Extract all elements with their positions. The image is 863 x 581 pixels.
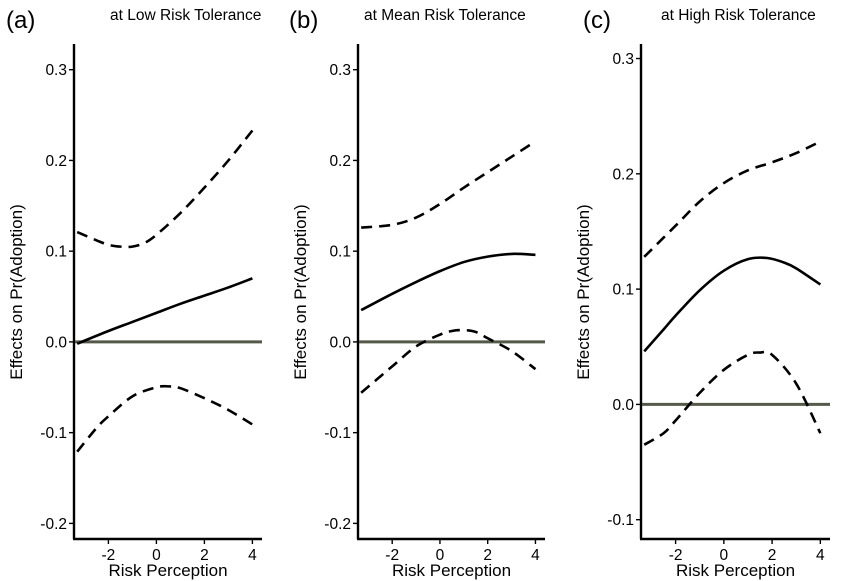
x-axis-title: Risk Perception bbox=[392, 561, 511, 580]
panel-title: at Mean Risk Tolerance bbox=[364, 7, 526, 24]
x-axis-title: Risk Perception bbox=[676, 561, 795, 580]
series-lower-line bbox=[360, 328, 537, 394]
panel-label: (b) bbox=[289, 7, 318, 34]
y-tick-label: -0.1 bbox=[324, 425, 351, 442]
y-axis-title: Effects on Pr(Adoption) bbox=[7, 204, 26, 379]
x-tick-label: 0 bbox=[152, 547, 161, 564]
y-tick-label: 0.3 bbox=[329, 62, 351, 79]
panel-label: (c) bbox=[583, 7, 611, 34]
x-tick-label: 2 bbox=[768, 547, 777, 564]
series-lower-line bbox=[76, 384, 254, 453]
panel-label: (a) bbox=[6, 7, 35, 34]
y-tick-label: 0.3 bbox=[612, 51, 634, 68]
x-axis-title: Risk Perception bbox=[108, 561, 227, 580]
y-tick-label: 0.0 bbox=[612, 397, 634, 414]
x-tick-label: -2 bbox=[669, 547, 683, 564]
x-tick-label: -2 bbox=[385, 547, 399, 564]
y-axis-title: Effects on Pr(Adoption) bbox=[574, 204, 593, 379]
panel-title: at High Risk Tolerance bbox=[661, 7, 816, 24]
y-tick-label: -0.2 bbox=[324, 516, 351, 533]
x-tick-label: 4 bbox=[531, 547, 540, 564]
y-axis-title: Effects on Pr(Adoption) bbox=[291, 204, 310, 379]
series-upper-line bbox=[361, 140, 537, 229]
y-tick-label: 0.0 bbox=[45, 334, 67, 351]
y-tick-label: 0.1 bbox=[329, 244, 351, 261]
y-tick-label: -0.1 bbox=[607, 512, 634, 529]
panel-a: (a) at Low Risk Tolerance -0.2 -0.1 0.0 0.1 0.… bbox=[6, 7, 262, 580]
series-upper-line bbox=[643, 140, 821, 258]
x-tick-label: 4 bbox=[816, 547, 825, 564]
x-tick-label: 2 bbox=[483, 547, 492, 564]
series-upper-line bbox=[76, 129, 254, 249]
series-estimate-line bbox=[643, 256, 822, 353]
panel-c: (c) at High Risk Tolerance -0.1 0.0 0.1 0.2 0.… bbox=[574, 7, 830, 580]
y-tick-label: 0.1 bbox=[45, 244, 67, 261]
panel-b: (b) at Mean Risk Tolerance -0.2 -0.1 0.0 0.1 0… bbox=[289, 7, 545, 580]
x-tick-label: 0 bbox=[720, 547, 729, 564]
series-lower-line bbox=[643, 350, 822, 446]
y-tick-label: 0.2 bbox=[329, 153, 351, 170]
x-tick-label: -2 bbox=[102, 547, 116, 564]
y-tick-label: -0.2 bbox=[40, 516, 67, 533]
x-tick-label: 2 bbox=[200, 547, 209, 564]
y-tick-label: -0.1 bbox=[40, 425, 67, 442]
y-tick-label: 0.0 bbox=[329, 334, 351, 351]
x-tick-label: 0 bbox=[436, 547, 445, 564]
x-tick-label: 4 bbox=[248, 547, 257, 564]
y-tick-label: 0.3 bbox=[45, 62, 67, 79]
series-estimate-line bbox=[360, 252, 536, 312]
y-tick-label: 0.1 bbox=[612, 282, 634, 299]
y-tick-label: 0.2 bbox=[612, 166, 634, 183]
series-estimate-line bbox=[76, 277, 253, 345]
panel-title: at Low Risk Tolerance bbox=[110, 7, 261, 24]
y-tick-label: 0.2 bbox=[45, 153, 67, 170]
